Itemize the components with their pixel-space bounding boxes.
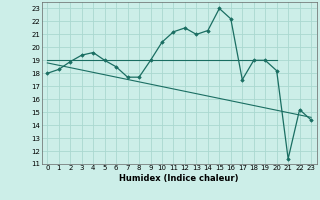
X-axis label: Humidex (Indice chaleur): Humidex (Indice chaleur) (119, 174, 239, 183)
